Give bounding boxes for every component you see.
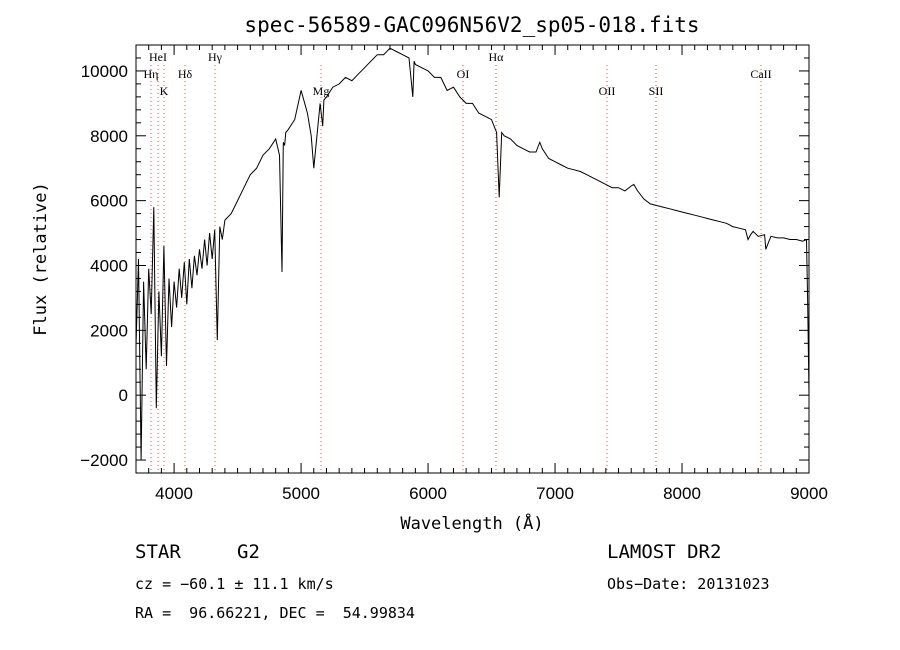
redshift-cz: cz = −60.1 ± 11.1 km/s xyxy=(135,575,334,593)
y-tick-label: 10000 xyxy=(81,62,128,81)
axis-tick-labels: 4000 5000 6000 7000 8000 9000 −2000 0 2000 4000 60… xyxy=(80,62,828,503)
x-tick-label: 9000 xyxy=(790,484,828,503)
y-tick-label: 4000 xyxy=(90,256,128,275)
marker-label: Hδ xyxy=(178,67,193,81)
marker-label: SII xyxy=(649,84,664,98)
marker-label: HeI xyxy=(149,50,167,64)
x-tick-label: 7000 xyxy=(536,484,574,503)
object-class: STAR xyxy=(135,541,181,563)
chart-title: spec-56589-GAC096N56V2_sp05-018.fits xyxy=(244,13,699,37)
x-tick-label: 4000 xyxy=(155,484,193,503)
marker-label: CaII xyxy=(750,67,771,81)
coordinates: RA = 96.66221, DEC = 54.99834 xyxy=(135,604,415,622)
x-tick-label: 8000 xyxy=(663,484,701,503)
marker-label: Hη xyxy=(144,67,159,81)
y-axis-label: Flux (relative) xyxy=(31,182,51,336)
object-subclass: G2 xyxy=(237,541,260,563)
emission-line-markers: HeI HηK Hδ Hγ Mg OI Hα OII SII CaII xyxy=(144,50,772,473)
x-tick-label: 6000 xyxy=(409,484,447,503)
y-tick-label: 6000 xyxy=(90,192,128,211)
y-tick-label: 2000 xyxy=(90,321,128,340)
y-tick-label: −2000 xyxy=(80,451,128,470)
survey-name: LAMOST DR2 xyxy=(607,541,722,563)
spectrum-line xyxy=(135,47,810,461)
y-tick-label: 8000 xyxy=(90,127,128,146)
x-tick-label: 5000 xyxy=(282,484,320,503)
x-axis-label: Wavelength (Å) xyxy=(400,512,543,534)
y-tick-label: 0 xyxy=(119,386,128,405)
marker-label: K xyxy=(160,84,169,98)
marker-label: Hγ xyxy=(208,50,223,64)
marker-label: Hα xyxy=(489,50,505,64)
marker-label: OII xyxy=(599,84,616,98)
observation-date: Obs−Date: 20131023 xyxy=(607,575,770,593)
marker-label: OI xyxy=(457,67,470,81)
plot-frame xyxy=(135,44,810,474)
marker-label: Mg xyxy=(313,84,330,98)
axis-ticks xyxy=(135,44,810,474)
